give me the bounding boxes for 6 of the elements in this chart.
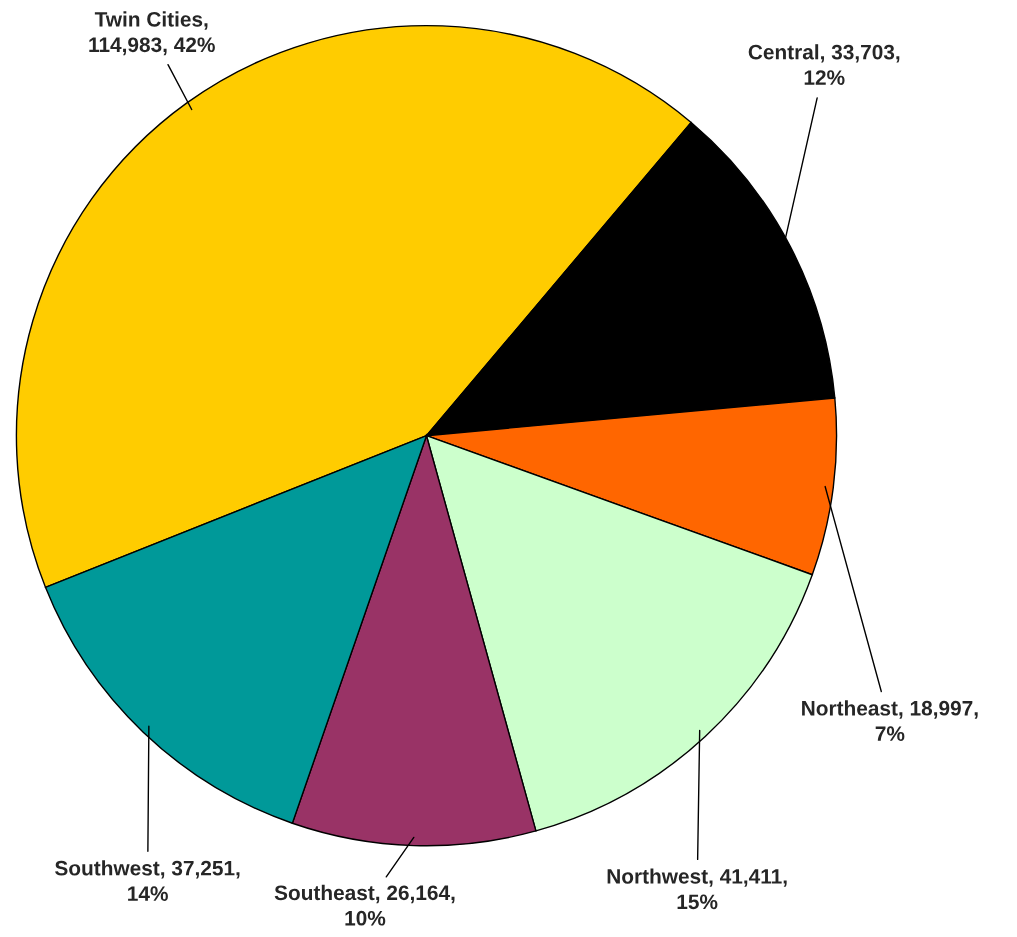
slice-label: Southeast, 26,164, 10% xyxy=(274,884,455,926)
slice-label: Southwest, 37,251, 14% xyxy=(55,860,240,901)
slice-label: Northwest, 41,411, 15% xyxy=(607,868,787,910)
slice-label: Central, 33,703, 12% xyxy=(748,44,900,85)
slice-label: Twin Cities, 114,983, 42% xyxy=(89,11,215,56)
slice-label: Northeast, 18,997, 7% xyxy=(802,700,978,742)
